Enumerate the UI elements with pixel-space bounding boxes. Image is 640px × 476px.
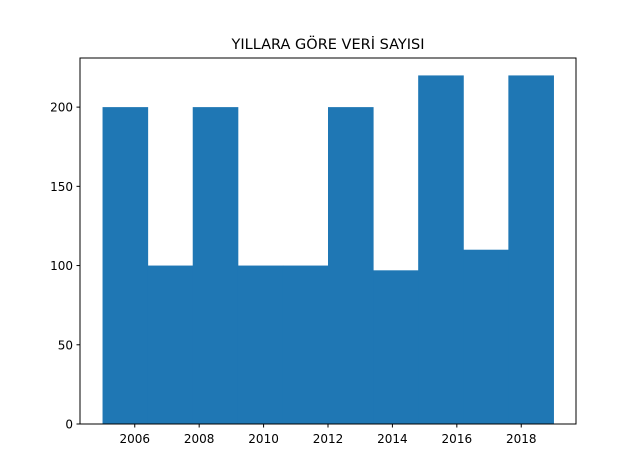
- y-tick-label: 200: [50, 101, 73, 115]
- y-axis-ticks: 0 50 100 150 200: [50, 101, 80, 432]
- histogram-bar: [192, 107, 239, 424]
- histogram-bar: [418, 75, 464, 424]
- histogram-bar: [237, 265, 284, 424]
- y-tick-label: 50: [58, 338, 73, 352]
- histogram-bar: [147, 265, 194, 424]
- x-tick-label: 2014: [377, 432, 408, 446]
- chart-title: YILLARA GÖRE VERİ SAYISI: [231, 35, 425, 53]
- histogram-bar: [373, 270, 419, 424]
- histogram-bar: [282, 265, 329, 424]
- histogram-bar: [328, 107, 374, 424]
- histogram-bar: [463, 249, 509, 424]
- x-tick-label: 2008: [184, 432, 215, 446]
- y-tick-label: 100: [50, 259, 73, 273]
- histogram-bar: [102, 107, 149, 424]
- y-tick-label: 0: [65, 418, 73, 432]
- x-tick-label: 2006: [119, 432, 150, 446]
- x-axis-ticks: 2006 2008 2010 2012 2014 2016 2018: [119, 424, 537, 446]
- y-tick-label: 150: [50, 180, 73, 194]
- x-tick-label: 2010: [248, 432, 279, 446]
- histogram-bar: [508, 75, 554, 424]
- bars-group: [102, 75, 554, 424]
- x-tick-label: 2012: [313, 432, 344, 446]
- x-tick-label: 2018: [506, 432, 537, 446]
- x-tick-label: 2016: [442, 432, 473, 446]
